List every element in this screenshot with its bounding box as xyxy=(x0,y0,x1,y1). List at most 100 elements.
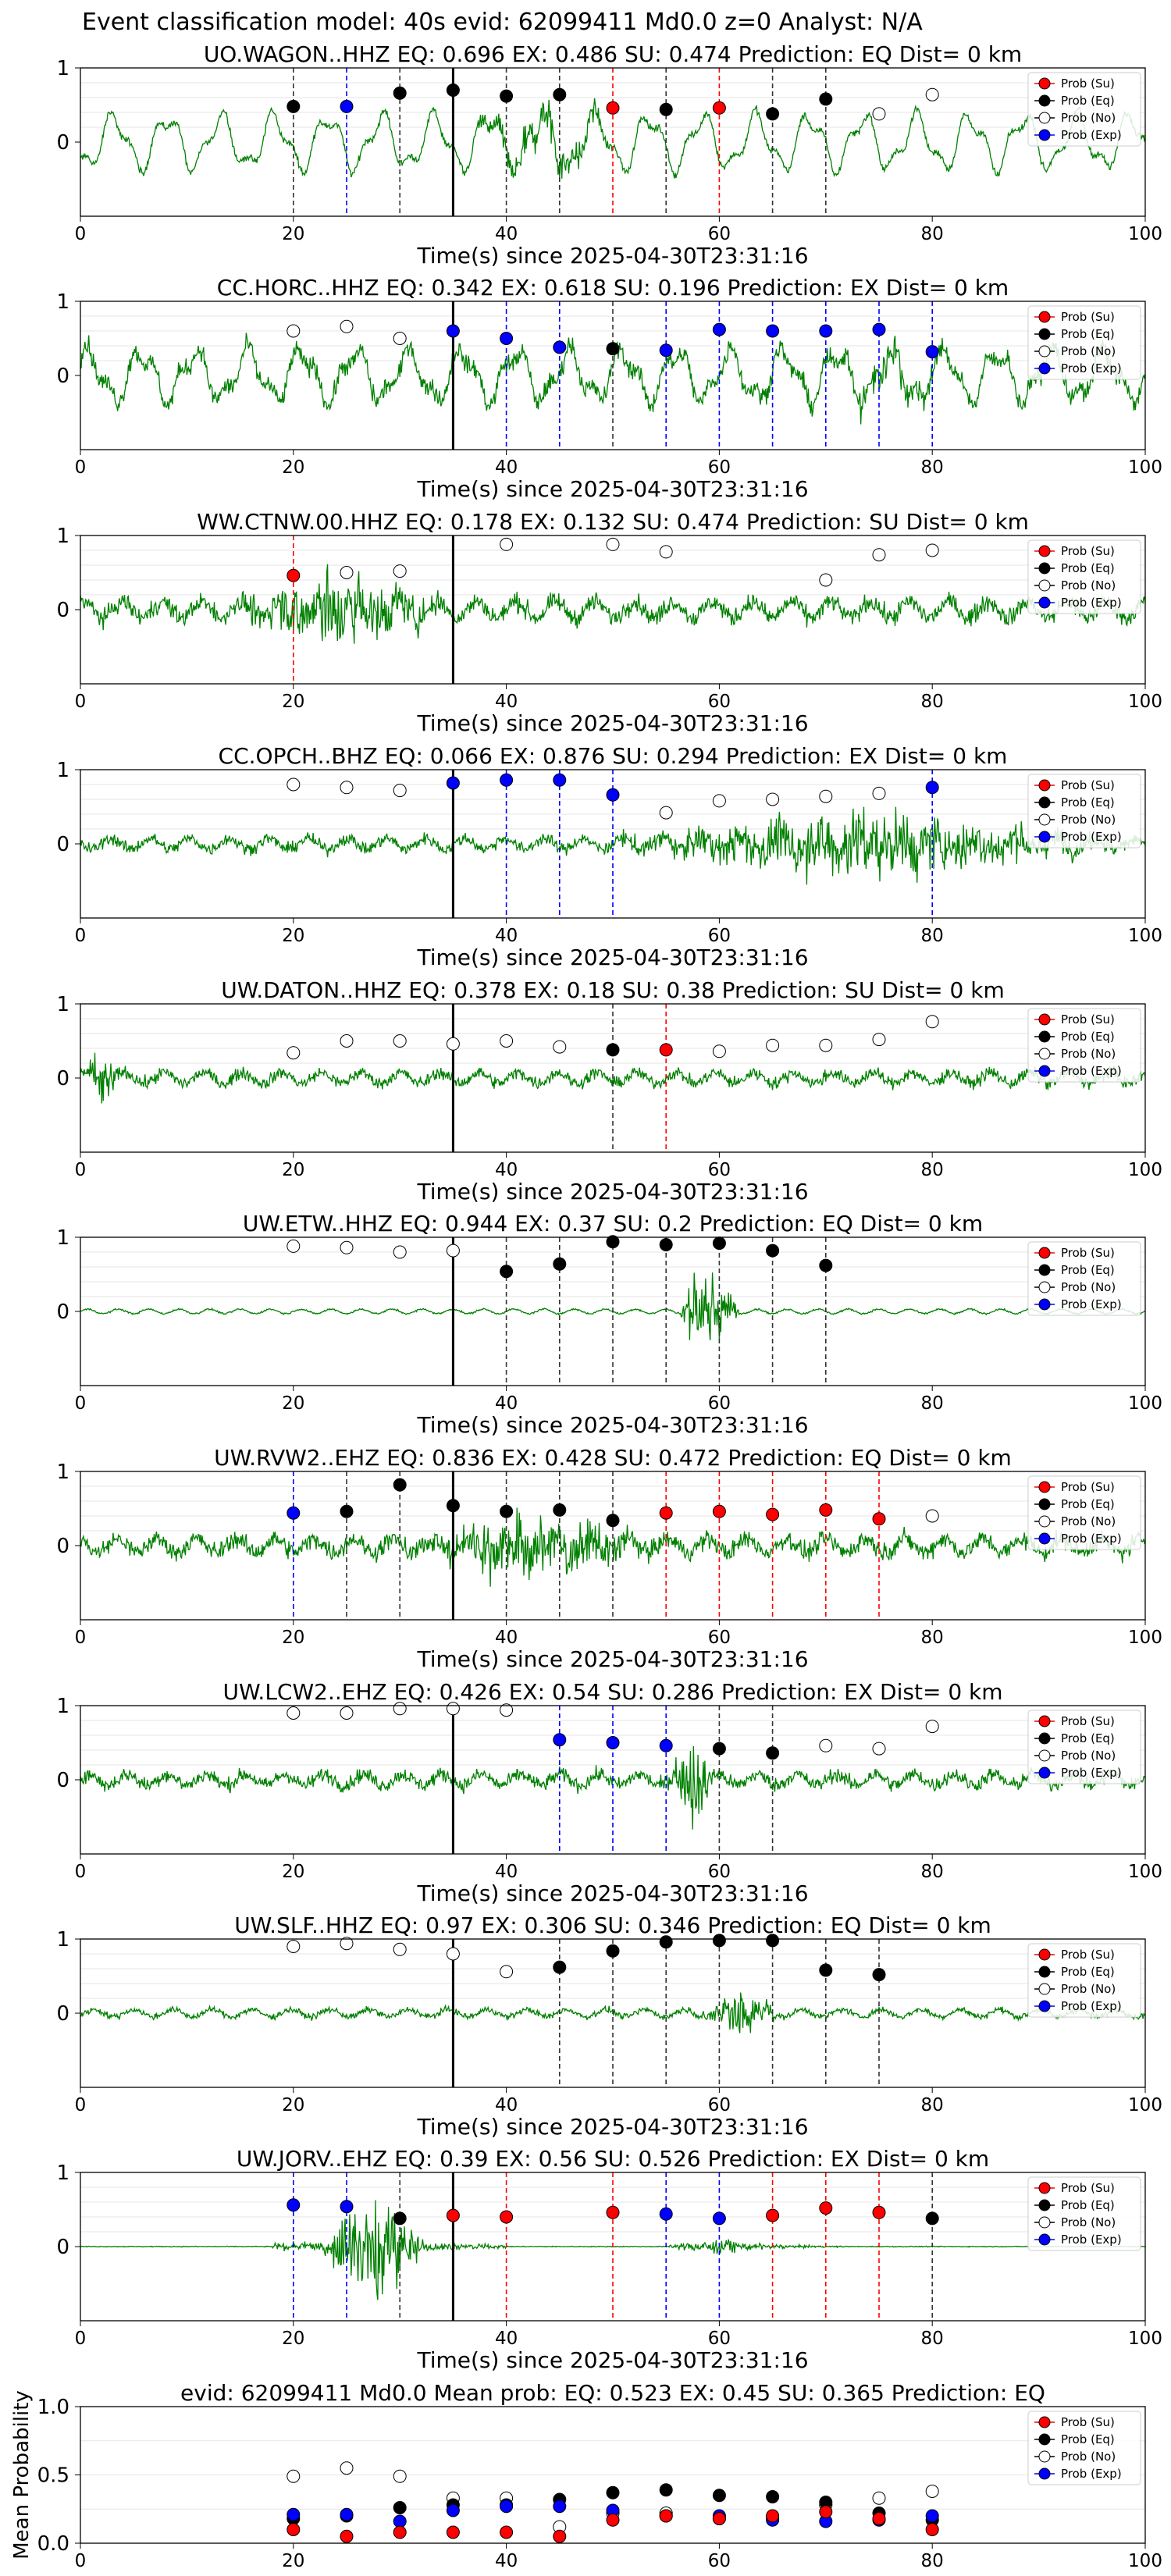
y-tick-label: 0 xyxy=(56,1769,69,1792)
x-tick-label: 40 xyxy=(495,2095,518,2115)
legend-box xyxy=(1027,1475,1141,1550)
x-tick-label: 0 xyxy=(75,2329,87,2349)
y-tick-label: 1 xyxy=(56,1695,69,1718)
prob-point-no xyxy=(340,1706,354,1720)
panel-title: WW.CTNW.00.HHZ EQ: 0.178 EX: 0.132 SU: 0… xyxy=(197,509,1029,535)
mean-point-eq xyxy=(766,2490,780,2503)
legend-marker-exp xyxy=(1038,1065,1051,1077)
prob-point-no xyxy=(446,1947,460,1961)
mean-point-eq xyxy=(712,2489,726,2503)
prob-point-eq xyxy=(712,1236,726,1251)
legend-box xyxy=(1027,305,1141,380)
x-tick-label: 60 xyxy=(708,457,731,478)
y-tick-label: 1 xyxy=(56,1928,69,1952)
prob-point-eq xyxy=(287,99,301,113)
prob-point-su xyxy=(659,1043,673,1057)
legend-label-su: Prob (Su) xyxy=(1061,1246,1115,1260)
legend-marker-su xyxy=(1038,77,1051,90)
prob-point-su xyxy=(766,1507,780,1521)
prob-point-eq xyxy=(712,1742,726,1756)
x-tick-label: 0 xyxy=(75,2551,87,2571)
y-tick-label: 1.0 xyxy=(37,2396,69,2419)
x-tick-label: 40 xyxy=(495,2329,518,2349)
legend-label-eq: Prob (Eq) xyxy=(1061,795,1115,809)
mean-point-exp xyxy=(340,2507,354,2521)
prob-point-eq xyxy=(500,89,514,103)
prob-point-eq xyxy=(446,1499,460,1513)
legend-marker-eq xyxy=(1038,796,1051,809)
waveform-trace xyxy=(80,564,1146,644)
prob-point-eq xyxy=(766,107,780,121)
legend-marker-eq xyxy=(1038,1732,1051,1745)
x-tick-label: 100 xyxy=(1128,926,1162,946)
legend: Prob (Su) Prob (Eq) Prob (No) Prob (Exp) xyxy=(1027,1475,1141,1550)
legend-marker-no xyxy=(1038,2450,1051,2463)
prob-point-no xyxy=(872,1742,886,1756)
legend-marker-eq xyxy=(1038,2433,1051,2446)
legend-box xyxy=(1027,2176,1141,2251)
mean-point-su xyxy=(287,2523,301,2536)
prob-point-exp xyxy=(287,2198,301,2212)
prob-point-no xyxy=(925,1720,939,1734)
x-tick-label: 0 xyxy=(75,1862,87,1882)
x-tick-label: 0 xyxy=(75,1393,87,1414)
x-tick-label: 100 xyxy=(1128,1393,1162,1414)
x-tick-label: 0 xyxy=(75,1628,87,1648)
legend-label-exp: Prob (Exp) xyxy=(1061,128,1122,142)
prob-point-eq xyxy=(766,1244,780,1258)
prob-point-exp xyxy=(446,324,460,338)
x-tick-label: 60 xyxy=(708,2329,731,2349)
legend-marker-exp xyxy=(1038,596,1051,609)
legend-label-exp: Prob (Exp) xyxy=(1061,361,1122,375)
y-tick-label: 0 xyxy=(56,1535,69,1558)
prob-point-no xyxy=(340,1240,354,1254)
legend-label-eq: Prob (Eq) xyxy=(1061,1965,1115,1979)
prob-point-exp xyxy=(553,773,567,787)
prob-point-no xyxy=(925,1015,939,1029)
legend-label-eq: Prob (Eq) xyxy=(1061,94,1115,108)
x-axis-label: Time(s) since 2025-04-30T23:31:16 xyxy=(416,1880,808,1906)
legend-label-su: Prob (Su) xyxy=(1061,1012,1115,1026)
prob-point-no xyxy=(287,1046,301,1060)
legend-marker-exp xyxy=(1038,2000,1051,2012)
x-axis-label: Time(s) since 2025-04-30T23:31:16 xyxy=(416,476,808,502)
legend-box xyxy=(1027,1008,1141,1083)
legend-marker-su xyxy=(1038,1715,1051,1727)
prob-point-no xyxy=(287,777,301,792)
prob-point-su xyxy=(500,2210,514,2224)
prob-point-no xyxy=(393,1942,407,1956)
legend-box xyxy=(1027,72,1141,147)
x-tick-label: 60 xyxy=(708,1628,731,1648)
panel-title: UW.JORV..EHZ EQ: 0.39 EX: 0.56 SU: 0.526… xyxy=(237,2146,989,2172)
legend-label-no: Prob (No) xyxy=(1061,2450,1116,2464)
prob-point-exp xyxy=(500,332,514,345)
mean-point-no xyxy=(925,2485,939,2498)
legend-label-no: Prob (No) xyxy=(1061,1982,1116,1996)
legend-label-su: Prob (Su) xyxy=(1061,310,1115,324)
x-tick-label: 60 xyxy=(708,1862,731,1882)
x-tick-label: 0 xyxy=(75,2095,87,2115)
legend-label-no: Prob (No) xyxy=(1061,1749,1116,1763)
y-axis-label: Mean Probability xyxy=(10,2390,34,2560)
legend: Prob (Su) Prob (Eq) Prob (No) Prob (Exp) xyxy=(1027,2411,1141,2485)
mean-point-exp xyxy=(287,2507,301,2521)
mean-point-no xyxy=(393,2469,407,2483)
y-tick-label: 0 xyxy=(56,1300,69,1324)
y-tick-label: 0.5 xyxy=(37,2464,69,2488)
y-tick-label: 0 xyxy=(56,599,69,622)
legend-marker-eq xyxy=(1038,1966,1051,1978)
prob-point-no xyxy=(340,1937,354,1951)
mean-point-no xyxy=(287,2469,301,2483)
legend-box xyxy=(1027,539,1141,614)
x-tick-label: 20 xyxy=(282,457,304,478)
x-tick-label: 0 xyxy=(75,692,87,712)
x-axis-label: Time(s) since 2025-04-30T23:31:16 xyxy=(416,1179,808,1204)
x-tick-label: 40 xyxy=(495,457,518,478)
legend-marker-su xyxy=(1038,1948,1051,1961)
x-tick-label: 80 xyxy=(921,2551,944,2571)
legend: Prob (Su) Prob (Eq) Prob (No) Prob (Exp) xyxy=(1027,305,1141,380)
x-tick-label: 20 xyxy=(282,2329,304,2349)
prob-point-no xyxy=(340,319,354,333)
prob-point-eq xyxy=(393,86,407,100)
